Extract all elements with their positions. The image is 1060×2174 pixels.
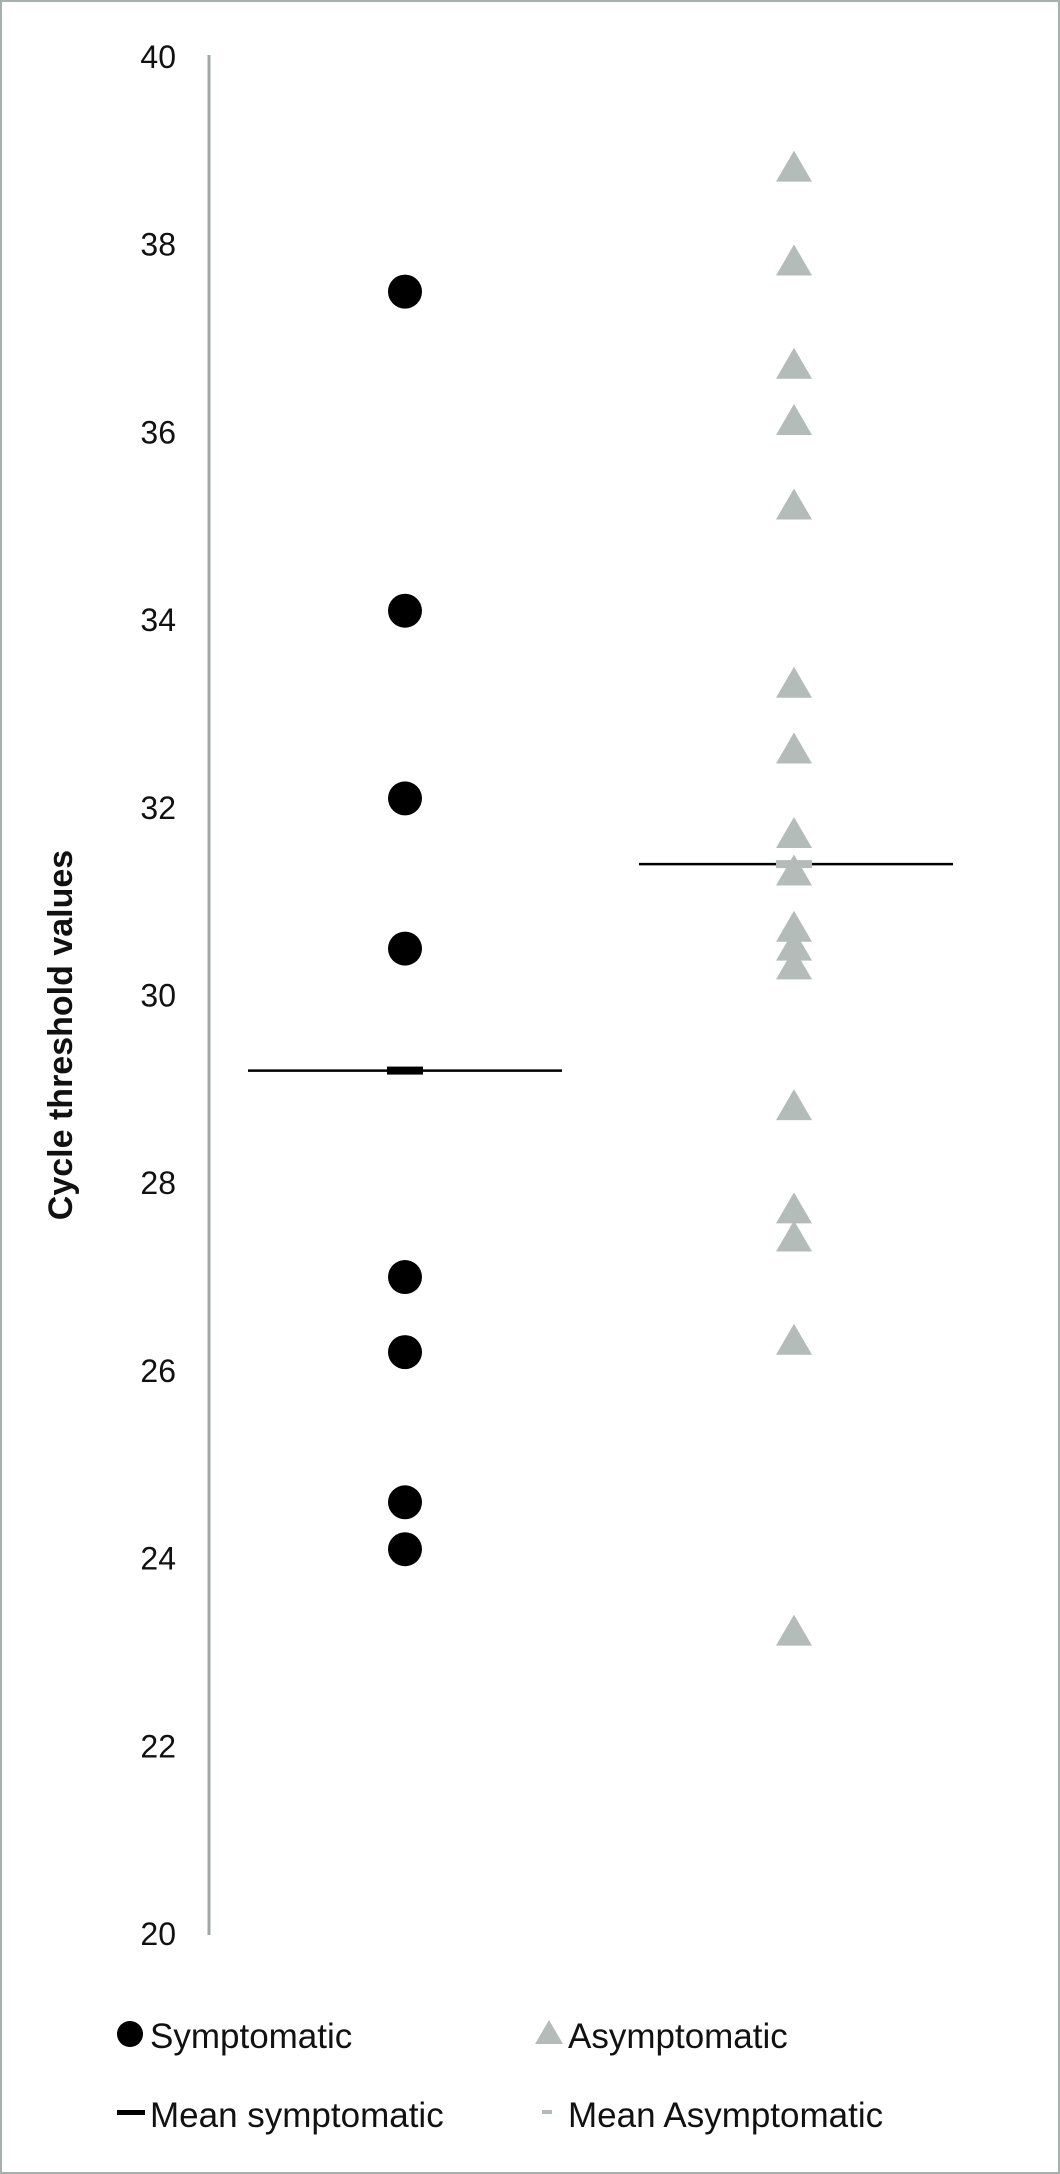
asymptomatic-point: [776, 488, 812, 520]
asymptomatic-point: [776, 1089, 812, 1121]
asymptomatic-point: [776, 404, 812, 436]
symptomatic-point: [388, 781, 422, 816]
legend: Symptomatic Asymptomatic Mean symptomati…: [117, 2017, 883, 2135]
y-tick-label: 40: [140, 39, 176, 75]
y-tick-label: 34: [140, 602, 176, 638]
legend-symptomatic-label: Symptomatic: [150, 2017, 352, 2056]
asymptomatic-point: [776, 347, 812, 379]
legend-mean-symptomatic-label: Mean symptomatic: [150, 2096, 444, 2135]
legend-asymptomatic-marker: [535, 2020, 563, 2044]
y-tick-label: 20: [140, 1916, 176, 1952]
asymptomatic-point: [776, 948, 812, 980]
symptomatic-point: [388, 593, 422, 628]
symptomatic-point: [388, 1485, 422, 1520]
mean-symptomatic-marker: [387, 1066, 423, 1075]
asymptomatic-point: [776, 244, 812, 276]
y-tick-label: 24: [140, 1541, 176, 1577]
y-tick-label: 22: [140, 1728, 176, 1764]
asymptomatic-point: [776, 929, 812, 961]
symptomatic-point: [388, 931, 422, 966]
legend-mean-symptomatic-marker: [117, 2110, 145, 2115]
y-tick-label: 38: [140, 227, 176, 263]
asymptomatic-point: [776, 910, 812, 942]
asymptomatic-point: [776, 1192, 812, 1224]
asymptomatic-point: [776, 816, 812, 848]
symptomatic-point: [388, 1335, 422, 1370]
asymptomatic-point: [776, 1614, 812, 1646]
y-tick-label: 32: [140, 790, 176, 826]
symptomatic-point: [388, 274, 422, 309]
asymptomatic-point: [776, 732, 812, 764]
y-tick-label: 36: [140, 414, 176, 450]
asymptomatic-point: [776, 854, 812, 886]
asymptomatic-point: [776, 1220, 812, 1252]
symptomatic-point: [388, 1260, 422, 1295]
y-tick-label: 28: [140, 1165, 176, 1201]
symptomatic-point: [388, 1532, 422, 1567]
y-axis-label: Cycle threshold values: [42, 850, 80, 1220]
legend-mean-asymptomatic-marker: [542, 2110, 552, 2114]
asymptomatic-point: [776, 666, 812, 698]
asymptomatic-point: [776, 150, 812, 182]
y-tick-label: 26: [140, 1353, 176, 1389]
legend-mean-asymptomatic-label: Mean Asymptomatic: [568, 2096, 883, 2135]
asymptomatic-point: [776, 1323, 812, 1355]
legend-asymptomatic-label: Asymptomatic: [568, 2017, 788, 2056]
y-tick-label: 30: [140, 978, 176, 1014]
legend-symptomatic-marker: [117, 2021, 143, 2047]
